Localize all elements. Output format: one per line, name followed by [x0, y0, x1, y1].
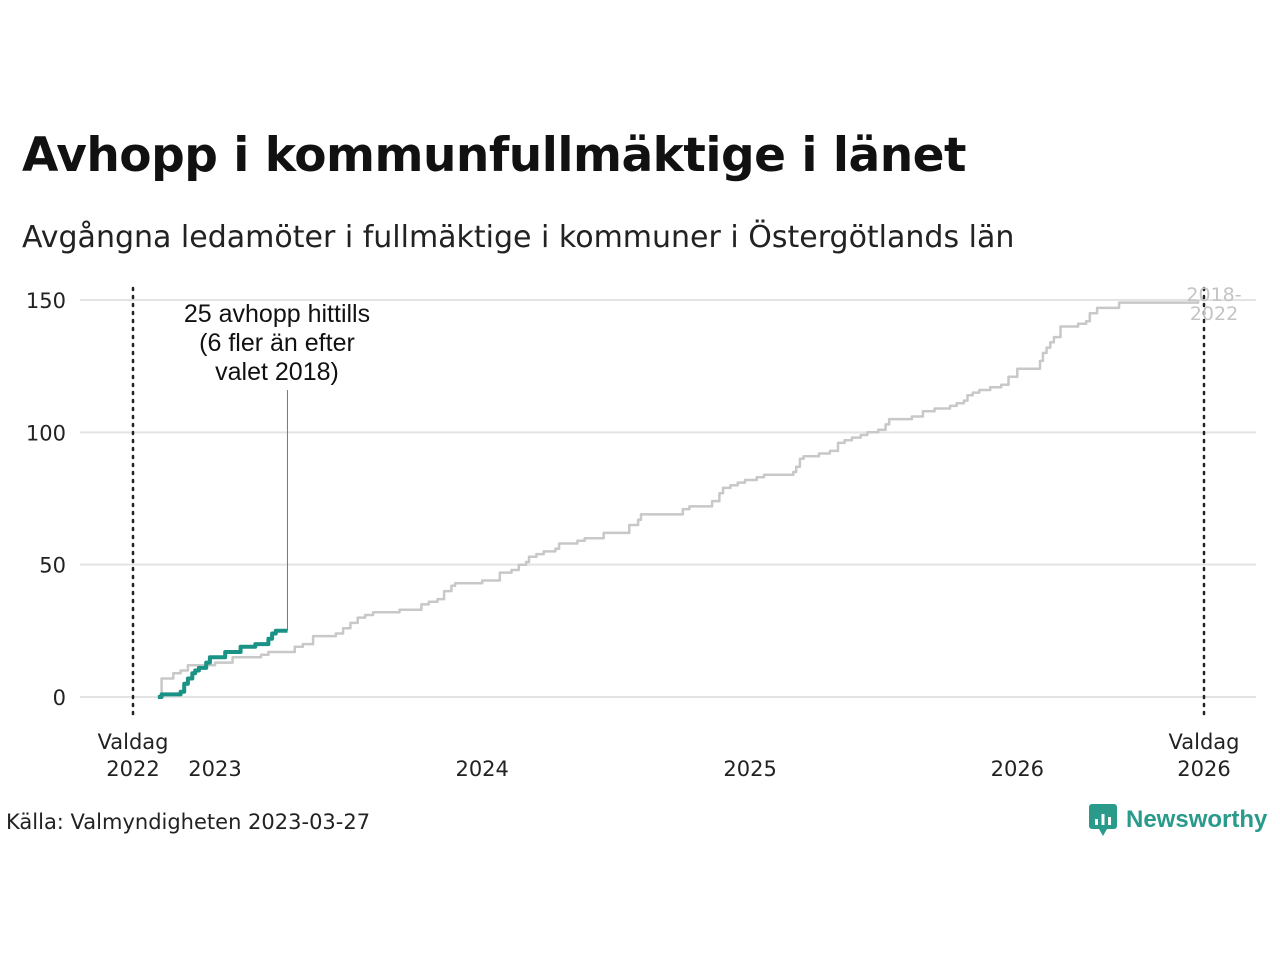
newsworthy-logo[interactable]: Newsworthy: [1088, 803, 1267, 837]
source-note: Källa: Valmyndigheten 2023-03-27: [6, 810, 371, 834]
logo-text: Newsworthy: [1126, 806, 1268, 833]
annotation-text: (6 fler än efter: [199, 329, 355, 357]
comparison-series-label: 2018-: [1186, 284, 1241, 306]
series-line-current: [157, 628, 288, 699]
y-tick-label: 100: [26, 421, 66, 445]
y-tick-label: 50: [39, 554, 66, 578]
x-tick-label: 2024: [455, 757, 508, 781]
newsworthy-logo-icon: [1089, 804, 1117, 836]
x-tick-label: 2026: [991, 757, 1044, 781]
x-tick-label: 2023: [188, 757, 241, 781]
x-tick-label: Valdag: [1169, 730, 1240, 754]
annotation-text: 25 avhopp hittills: [184, 300, 370, 328]
series-line-2018-2022: [157, 300, 1200, 699]
chart-subtitle: Avgångna ledamöter i fullmäktige i kommu…: [22, 220, 1015, 255]
chart-title: Avhopp i kommunfullmäktige i länet: [22, 128, 967, 183]
x-tick-label: 2025: [723, 757, 776, 781]
annotation-text: valet 2018): [215, 358, 339, 386]
y-tick-label: 150: [26, 289, 66, 313]
comparison-series-label: 2022: [1190, 303, 1238, 325]
y-tick-label: 0: [53, 686, 66, 710]
x-tick-label: Valdag: [98, 730, 169, 754]
chart-svg: 0 50 100 150 Valdag 2022 2023 2024 2025 2026 Valda…: [26, 284, 1256, 781]
x-tick-label: 2026: [1177, 757, 1230, 781]
x-tick-label: 2022: [106, 757, 159, 781]
